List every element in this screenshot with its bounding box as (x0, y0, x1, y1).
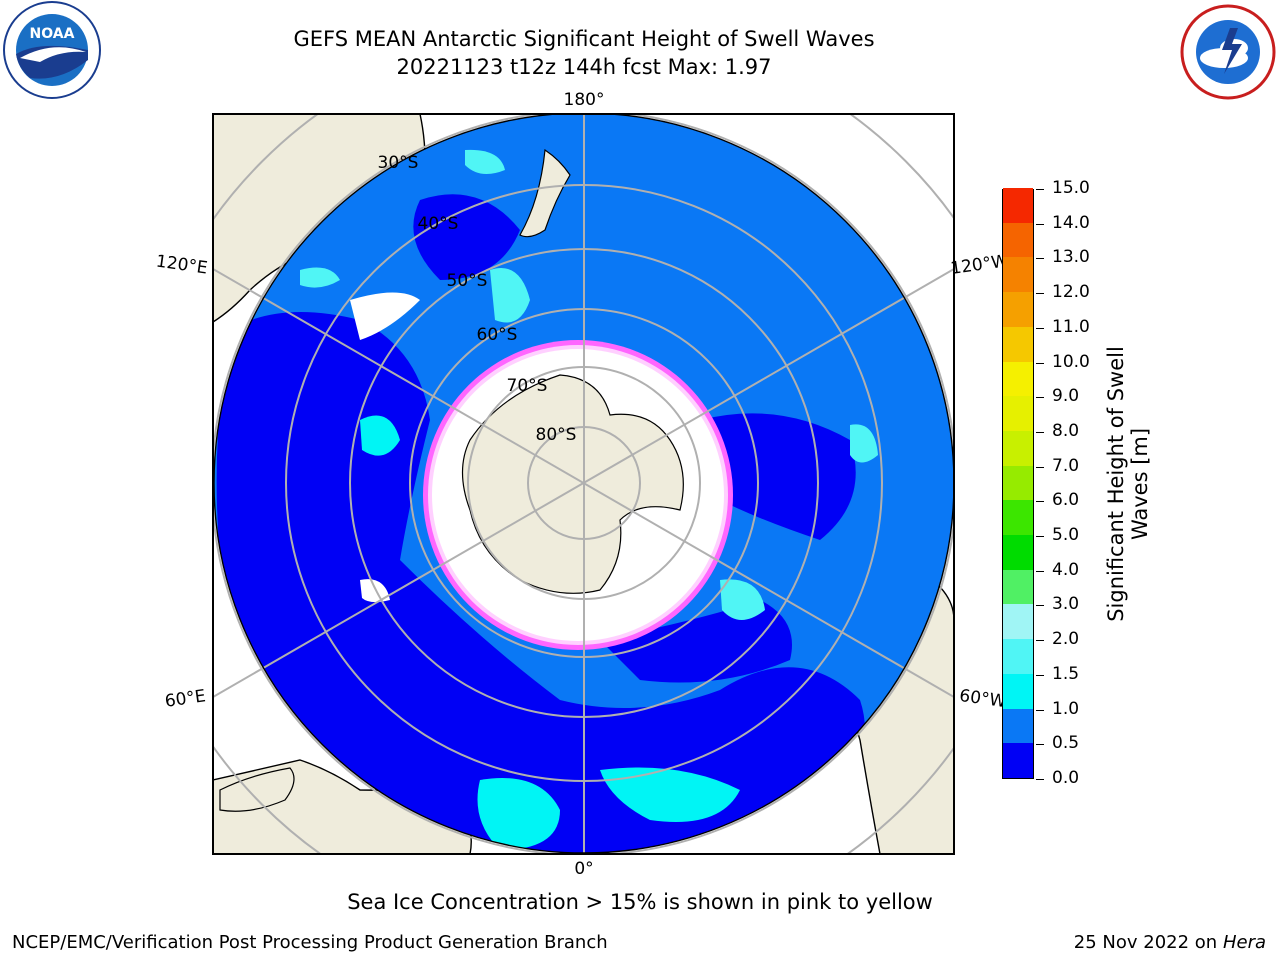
lon-label-bottom: 0° (574, 859, 593, 879)
meridian-lines (213, 114, 954, 854)
colorbar-segment (1003, 534, 1033, 570)
colorbar-segment (1003, 742, 1033, 778)
lon-label-lower-right: 60°W (958, 686, 1007, 712)
colorbar-tick (1036, 779, 1044, 780)
lon-label-upper-right: 120°W (949, 251, 1009, 279)
colorbar-segment (1003, 291, 1033, 327)
colorbar-segment (1003, 326, 1033, 362)
colorbar-tick-label: 14.0 (1052, 212, 1090, 233)
colorbar-title-line2: Waves [m] (1128, 427, 1152, 541)
colorbar-tick-label: 15.0 (1052, 178, 1090, 198)
colorbar-segment (1003, 603, 1033, 640)
lat-label-40: 40°S (418, 214, 459, 234)
noaa-logo-text: NOAA (30, 26, 75, 42)
land-madagascar (219, 767, 295, 812)
colorbar-tick (1036, 674, 1044, 676)
colorbar-segment (1003, 430, 1033, 466)
colorbar-tick (1036, 362, 1044, 364)
colorbar-tick (1036, 327, 1044, 329)
colorbar-segment (1003, 395, 1033, 431)
swell-high-patch (477, 778, 560, 850)
colorbar-tick-label: 1.0 (1052, 698, 1080, 719)
colorbar-tick (1036, 397, 1044, 399)
colorbar-tick (1036, 744, 1044, 746)
colorbar-tick (1036, 258, 1044, 260)
colorbar-tick-label: 7.0 (1052, 455, 1080, 476)
colorbar-tick-label: 1.5 (1052, 663, 1080, 684)
colorbar-segment (1003, 569, 1033, 605)
colorbar-tick (1036, 605, 1044, 607)
colorbar-segment (1003, 361, 1033, 397)
colorbar (1002, 187, 1034, 779)
colorbar-tick-label: 12.0 (1052, 282, 1090, 303)
lat-label-30: 30°S (378, 153, 419, 173)
lat-label-60: 60°S (477, 325, 518, 345)
noaa-logo: NOAA (3, 1, 101, 99)
lon-label-upper-left: 120°E (155, 252, 209, 279)
colorbar-segment (1003, 256, 1033, 293)
lon-label-top: 180° (564, 90, 605, 110)
colorbar-segment (1003, 222, 1033, 258)
colorbar-segment (1003, 708, 1033, 744)
colorbar-tick (1036, 501, 1044, 503)
host-name: Hera (1222, 932, 1266, 953)
colorbar-segment (1003, 187, 1033, 223)
colorbar-tick-label: 10.0 (1052, 351, 1090, 372)
colorbar-tick (1036, 536, 1044, 538)
lat-label-70: 70°S (507, 376, 548, 396)
land-new-zealand (519, 148, 571, 238)
colorbar-tick-label: 0.0 (1052, 768, 1080, 788)
colorbar-tick (1036, 466, 1044, 468)
colorbar-tick-label: 9.0 (1052, 386, 1080, 407)
colorbar-tick-label: 8.0 (1052, 420, 1080, 441)
colorbar-tick-label: 3.0 (1052, 594, 1080, 615)
colorbar-tick-label: 5.0 (1052, 525, 1080, 546)
colorbar-title-line1: Significant Height of Swell (1104, 346, 1128, 622)
date-text: 25 Nov 2022 on (1073, 932, 1218, 953)
credit-text: NCEP/EMC/Verification Post Processing Pr… (12, 932, 608, 953)
colorbar-tick (1036, 189, 1044, 190)
lat-label-80: 80°S (536, 425, 577, 445)
colorbar-segment (1003, 638, 1033, 674)
map-frame (212, 113, 955, 855)
colorbar-tick (1036, 709, 1044, 711)
colorbar-segment (1003, 465, 1033, 501)
colorbar-tick-label: 2.0 (1052, 629, 1080, 650)
sea-ice-note: Sea Ice Concentration > 15% is shown in … (347, 890, 933, 914)
chart-title: GEFS MEAN Antarctic Significant Height o… (293, 27, 875, 51)
land-antarctica (461, 374, 684, 594)
date-stamp: 25 Nov 2022 on Hera (1074, 932, 1266, 953)
nws-logo (1180, 4, 1276, 100)
colorbar-segment (1003, 499, 1033, 536)
colorbar-tick-label: 0.5 (1052, 733, 1080, 754)
colorbar-title: Significant Height of Swell Waves [m] (1104, 346, 1152, 622)
colorbar-tick-label: 11.0 (1052, 316, 1090, 337)
colorbar-tick (1036, 293, 1044, 295)
colorbar-tick-label: 4.0 (1052, 559, 1080, 580)
colorbar-tick (1036, 570, 1044, 572)
colorbar-tick (1036, 640, 1044, 642)
lon-label-lower-left: 60°E (164, 686, 207, 711)
colorbar-tick (1036, 223, 1044, 225)
colorbar-segment (1003, 673, 1033, 709)
land-upper-right (840, 114, 954, 240)
chart-subtitle: 20221123 t12z 144h fcst Max: 1.97 (396, 55, 772, 79)
colorbar-tick-label: 6.0 (1052, 490, 1080, 511)
colorbar-tick-label: 13.0 (1052, 247, 1090, 268)
lat-label-50: 50°S (447, 271, 488, 291)
colorbar-tick (1036, 431, 1044, 433)
